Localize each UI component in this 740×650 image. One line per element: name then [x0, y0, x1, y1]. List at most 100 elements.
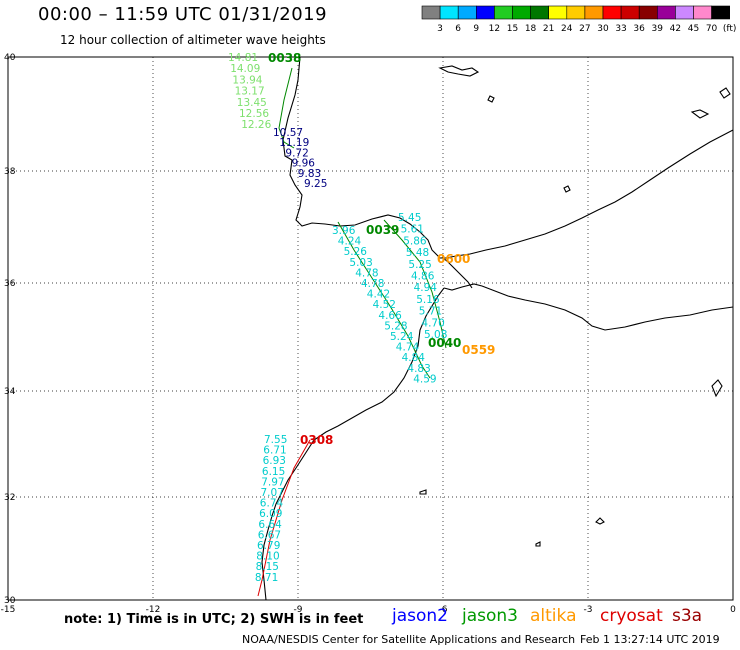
- x-tick-label: -15: [1, 605, 16, 615]
- wave-height-label: 5.61: [401, 224, 424, 236]
- wave-height-label: 9.72: [285, 147, 308, 159]
- wave-height-label: 4.42: [367, 289, 390, 301]
- scale-label: 33: [615, 24, 626, 34]
- map-subtitle: 12 hour collection of altimeter wave hei…: [60, 33, 326, 47]
- legend-cryosat: cryosat: [600, 606, 663, 626]
- satellite-track: [337, 221, 431, 379]
- scale-label: 39: [652, 24, 664, 34]
- coastline: [595, 517, 605, 525]
- scale-swatch: [457, 5, 477, 20]
- wave-height-label: 8.10: [256, 551, 279, 563]
- wave-height-label: 14.09: [230, 63, 260, 75]
- scale-swatch: [494, 5, 513, 20]
- map-frame: [7, 56, 734, 601]
- scale-label: (ft): [723, 24, 737, 34]
- wave-height-label: 5.86: [403, 235, 427, 247]
- coastline: [282, 56, 734, 259]
- scale-swatch: [656, 5, 676, 20]
- wave-height-label: 7.55: [264, 434, 287, 446]
- wave-height-label: 4.59: [413, 373, 436, 385]
- scale-label: 9: [473, 24, 479, 34]
- pass-time-label: 0600: [437, 252, 470, 266]
- wave-height-label: 4.70: [421, 317, 444, 329]
- x-tick-label: -3: [584, 605, 593, 615]
- scale-label: 70: [706, 24, 718, 34]
- wave-height-label: 6.15: [262, 466, 285, 478]
- pass-time-label: 0308: [300, 433, 333, 447]
- wave-height-label: 6.71: [263, 445, 286, 457]
- coastline: [535, 541, 541, 547]
- wave-height-label: 9.96: [292, 158, 316, 170]
- wave-height-label: 4.66: [378, 310, 402, 322]
- wave-height-label: 13.17: [235, 86, 265, 98]
- scale-swatch: [421, 5, 441, 20]
- wave-height-label: 4.74: [396, 342, 420, 354]
- scale-label: 36: [633, 24, 645, 34]
- coastline: [711, 379, 723, 398]
- wave-height-label: 7.07: [261, 487, 284, 499]
- pass-time-label: 0559: [462, 343, 495, 357]
- wave-height-label: 6.79: [257, 540, 280, 552]
- coastline: [261, 287, 445, 601]
- scale-label: 45: [688, 24, 699, 34]
- wave-height-label: 9.25: [304, 178, 327, 190]
- wave-height-label: 5.71: [419, 306, 442, 318]
- wave-height-label: 9.83: [298, 168, 321, 180]
- pass-time-label: 0040: [428, 336, 461, 350]
- wave-height-label: 5.45: [398, 212, 421, 224]
- wave-height-label: 4.78: [361, 278, 384, 290]
- footer-timestamp: Feb 1 13:27:14 UTC 2019: [580, 633, 720, 646]
- x-tick-label: -12: [146, 605, 161, 615]
- scale-label: 12: [489, 24, 500, 34]
- scale-label: 18: [525, 24, 537, 34]
- footer-note: note: 1) Time is in UTC; 2) SWH is in fe…: [64, 612, 364, 627]
- scale-swatch: [566, 5, 586, 20]
- y-tick-label: 36: [4, 279, 16, 289]
- wave-height-label: 6.64: [258, 519, 282, 531]
- scale-label: 24: [561, 24, 573, 34]
- map-title: 00:00 – 11:59 UTC 01/31/2019: [38, 4, 328, 25]
- wave-height-label: 11.19: [279, 137, 309, 149]
- scale-label: 3: [437, 24, 443, 34]
- x-tick-label: -9: [294, 605, 303, 615]
- satellite-track: [257, 439, 311, 597]
- coastline: [487, 95, 495, 103]
- legend-altika: altika: [530, 606, 577, 626]
- wave-height-label: 5.16: [416, 294, 440, 306]
- scale-label: 15: [507, 24, 518, 34]
- wave-height-label: 14.81: [228, 52, 258, 64]
- satellite-track: [278, 67, 295, 149]
- x-tick-label: -6: [439, 605, 448, 615]
- legend-jason3: jason3: [462, 606, 518, 626]
- wave-height-label: 12.56: [239, 108, 269, 120]
- wave-height-label: 4.24: [338, 236, 362, 248]
- wave-height-label: 6.67: [258, 529, 281, 541]
- scale-swatch: [548, 5, 568, 20]
- wave-height-label: 8.15: [256, 561, 279, 573]
- y-tick-label: 34: [4, 387, 16, 397]
- scale-swatch: [475, 5, 495, 20]
- scale-swatch: [638, 5, 658, 20]
- wave-height-label: 5.25: [408, 259, 431, 271]
- scale-swatch: [620, 5, 640, 20]
- wave-height-label: 5.08: [424, 329, 447, 341]
- wave-height-label: 4.86: [411, 271, 435, 283]
- scale-swatch: [584, 5, 604, 20]
- coastline: [563, 185, 571, 193]
- wave-height-label: 4.78: [355, 267, 378, 279]
- coastline: [441, 256, 473, 289]
- scale-swatch: [439, 5, 459, 20]
- scale-label: 30: [597, 24, 609, 34]
- coastline: [719, 87, 731, 99]
- scale-swatch: [711, 5, 730, 20]
- y-tick-label: 32: [4, 493, 15, 503]
- satellite-track: [383, 219, 447, 349]
- y-tick-label: 38: [4, 167, 16, 177]
- coastline: [690, 109, 710, 119]
- coastline: [443, 283, 734, 331]
- pass-time-label: 0038: [268, 51, 301, 65]
- wave-height-label: 4.83: [407, 363, 430, 375]
- wave-height-label: 6.09: [259, 508, 282, 520]
- y-tick-label: 40: [4, 53, 16, 63]
